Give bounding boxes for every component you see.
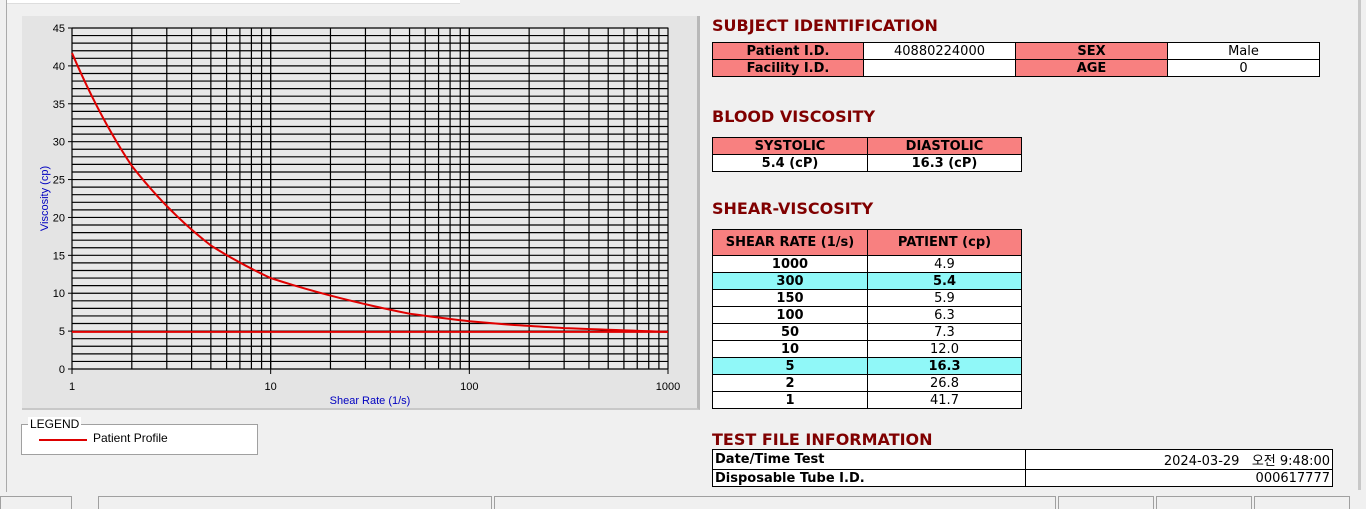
shear-rate-header: SHEAR RATE (1/s) [712, 229, 868, 256]
y-tick-label: 20 [53, 212, 65, 224]
x-axis-label: Shear Rate (1/s) [330, 395, 411, 407]
scroll-thumb[interactable] [1358, 0, 1361, 490]
left-border [0, 0, 7, 492]
legend: LEGEND Patient Profile [21, 417, 258, 455]
shear-rate: 300 [712, 272, 868, 290]
date-value: 2024-03-29 오전 9:48:00 [1025, 449, 1333, 470]
age: 0 [1167, 59, 1320, 77]
status-bar [0, 496, 1366, 509]
patient-value: 7.3 [867, 323, 1022, 341]
shear-rate: 100 [712, 306, 868, 324]
y-tick-label: 5 [59, 326, 65, 338]
facility-label: Facility I.D. [712, 59, 864, 77]
testfile-title: TEST FILE INFORMATION [712, 430, 933, 449]
patient-value: 5.9 [867, 289, 1022, 307]
shear-row: 300 5.4 [712, 272, 1022, 290]
legend-swatch [39, 439, 87, 441]
legend-label: Patient Profile [93, 431, 168, 445]
legend-title: LEGEND [28, 417, 82, 431]
subject-table: Patient I.D. 40880224000 SEX Male Facility … [712, 42, 1320, 77]
shear-title: SHEAR-VISCOSITY [712, 199, 874, 218]
x-tick-label: 1000 [656, 381, 680, 393]
x-tick-label: 1 [69, 381, 75, 393]
patient-value: 41.7 [867, 391, 1022, 409]
shear-row: 5 16.3 [712, 357, 1022, 375]
shear-rate: 5 [712, 357, 868, 375]
patient-value: 12.0 [867, 340, 1022, 358]
y-tick-label: 0 [59, 364, 65, 376]
blood-title: BLOOD VISCOSITY [712, 107, 876, 126]
sex-label: SEX [1015, 42, 1168, 60]
shear-rate: 150 [712, 289, 868, 307]
shear-table: SHEAR RATE (1/s) PATIENT (cp) 1000 4.9 300 5… [712, 229, 1022, 409]
tube-value: 000617777 [1025, 469, 1333, 487]
x-tick-label: 100 [460, 381, 478, 393]
patient-header: PATIENT (cp) [867, 229, 1022, 256]
tube-label: Disposable Tube I.D. [712, 469, 1026, 487]
shear-row: 2 26.8 [712, 374, 1022, 392]
status-segment [1156, 496, 1252, 509]
vertical-scrollbar[interactable] [1352, 0, 1366, 496]
blood-table: SYSTOLIC DIASTOLIC 5.4 (cP) 16.3 (cP) [712, 137, 1022, 172]
y-tick-label: 10 [53, 288, 65, 300]
systolic-label: SYSTOLIC [712, 137, 868, 155]
shear-row: 150 5.9 [712, 289, 1022, 307]
y-tick-label: 45 [53, 23, 65, 35]
viscosity-chart: 0 5 10 15 20 25 30 35 40 45 1 10 100 1000 Shear Rate (… [22, 16, 700, 410]
shear-rate: 50 [712, 323, 868, 341]
shear-row: 1 41.7 [712, 391, 1022, 409]
patient-value: 6.3 [867, 306, 1022, 324]
chart-svg: 0 5 10 15 20 25 30 35 40 45 1 10 100 1000 Shear Rate (… [39, 23, 680, 407]
sex: Male [1167, 42, 1320, 60]
patient-value: 5.4 [867, 272, 1022, 290]
y-axis-label: Viscosity (cp) [39, 166, 51, 231]
diastolic: 16.3 (cP) [867, 154, 1022, 172]
patient-profile-line [71, 52, 669, 333]
status-segment [98, 496, 492, 509]
shear-rate: 1 [712, 391, 868, 409]
top-bar [0, 0, 460, 4]
patient-value: 4.9 [867, 255, 1022, 273]
shear-row: 10 12.0 [712, 340, 1022, 358]
date-label: Date/Time Test [712, 449, 1026, 470]
patient-value: 16.3 [867, 357, 1022, 375]
shear-rate: 10 [712, 340, 868, 358]
status-segment [494, 496, 1056, 509]
x-tick-label: 10 [265, 381, 277, 393]
subject-title: SUBJECT IDENTIFICATION [712, 16, 938, 35]
y-tick-label: 25 [53, 175, 65, 187]
patient-id-label: Patient I.D. [712, 42, 864, 60]
patient-value: 26.8 [867, 374, 1022, 392]
plot-area [71, 27, 669, 370]
diastolic-label: DIASTOLIC [867, 137, 1022, 155]
y-tick-label: 30 [53, 137, 65, 149]
status-segment [1058, 496, 1154, 509]
systolic: 5.4 (cP) [712, 154, 868, 172]
facility [863, 59, 1016, 77]
shear-rate: 1000 [712, 255, 868, 273]
status-segment [0, 496, 72, 509]
patient-id: 40880224000 [863, 42, 1016, 60]
shear-row: 1000 4.9 [712, 255, 1022, 273]
age-label: AGE [1015, 59, 1168, 77]
y-tick-label: 35 [53, 99, 65, 111]
shear-row: 50 7.3 [712, 323, 1022, 341]
status-segment [1254, 496, 1350, 509]
y-tick-label: 15 [53, 250, 65, 262]
shear-row: 100 6.3 [712, 306, 1022, 324]
y-tick-label: 40 [53, 61, 65, 73]
testfile-table: Date/Time Test 2024-03-29 오전 9:48:00 Disp… [712, 449, 1333, 487]
shear-rate: 2 [712, 374, 868, 392]
